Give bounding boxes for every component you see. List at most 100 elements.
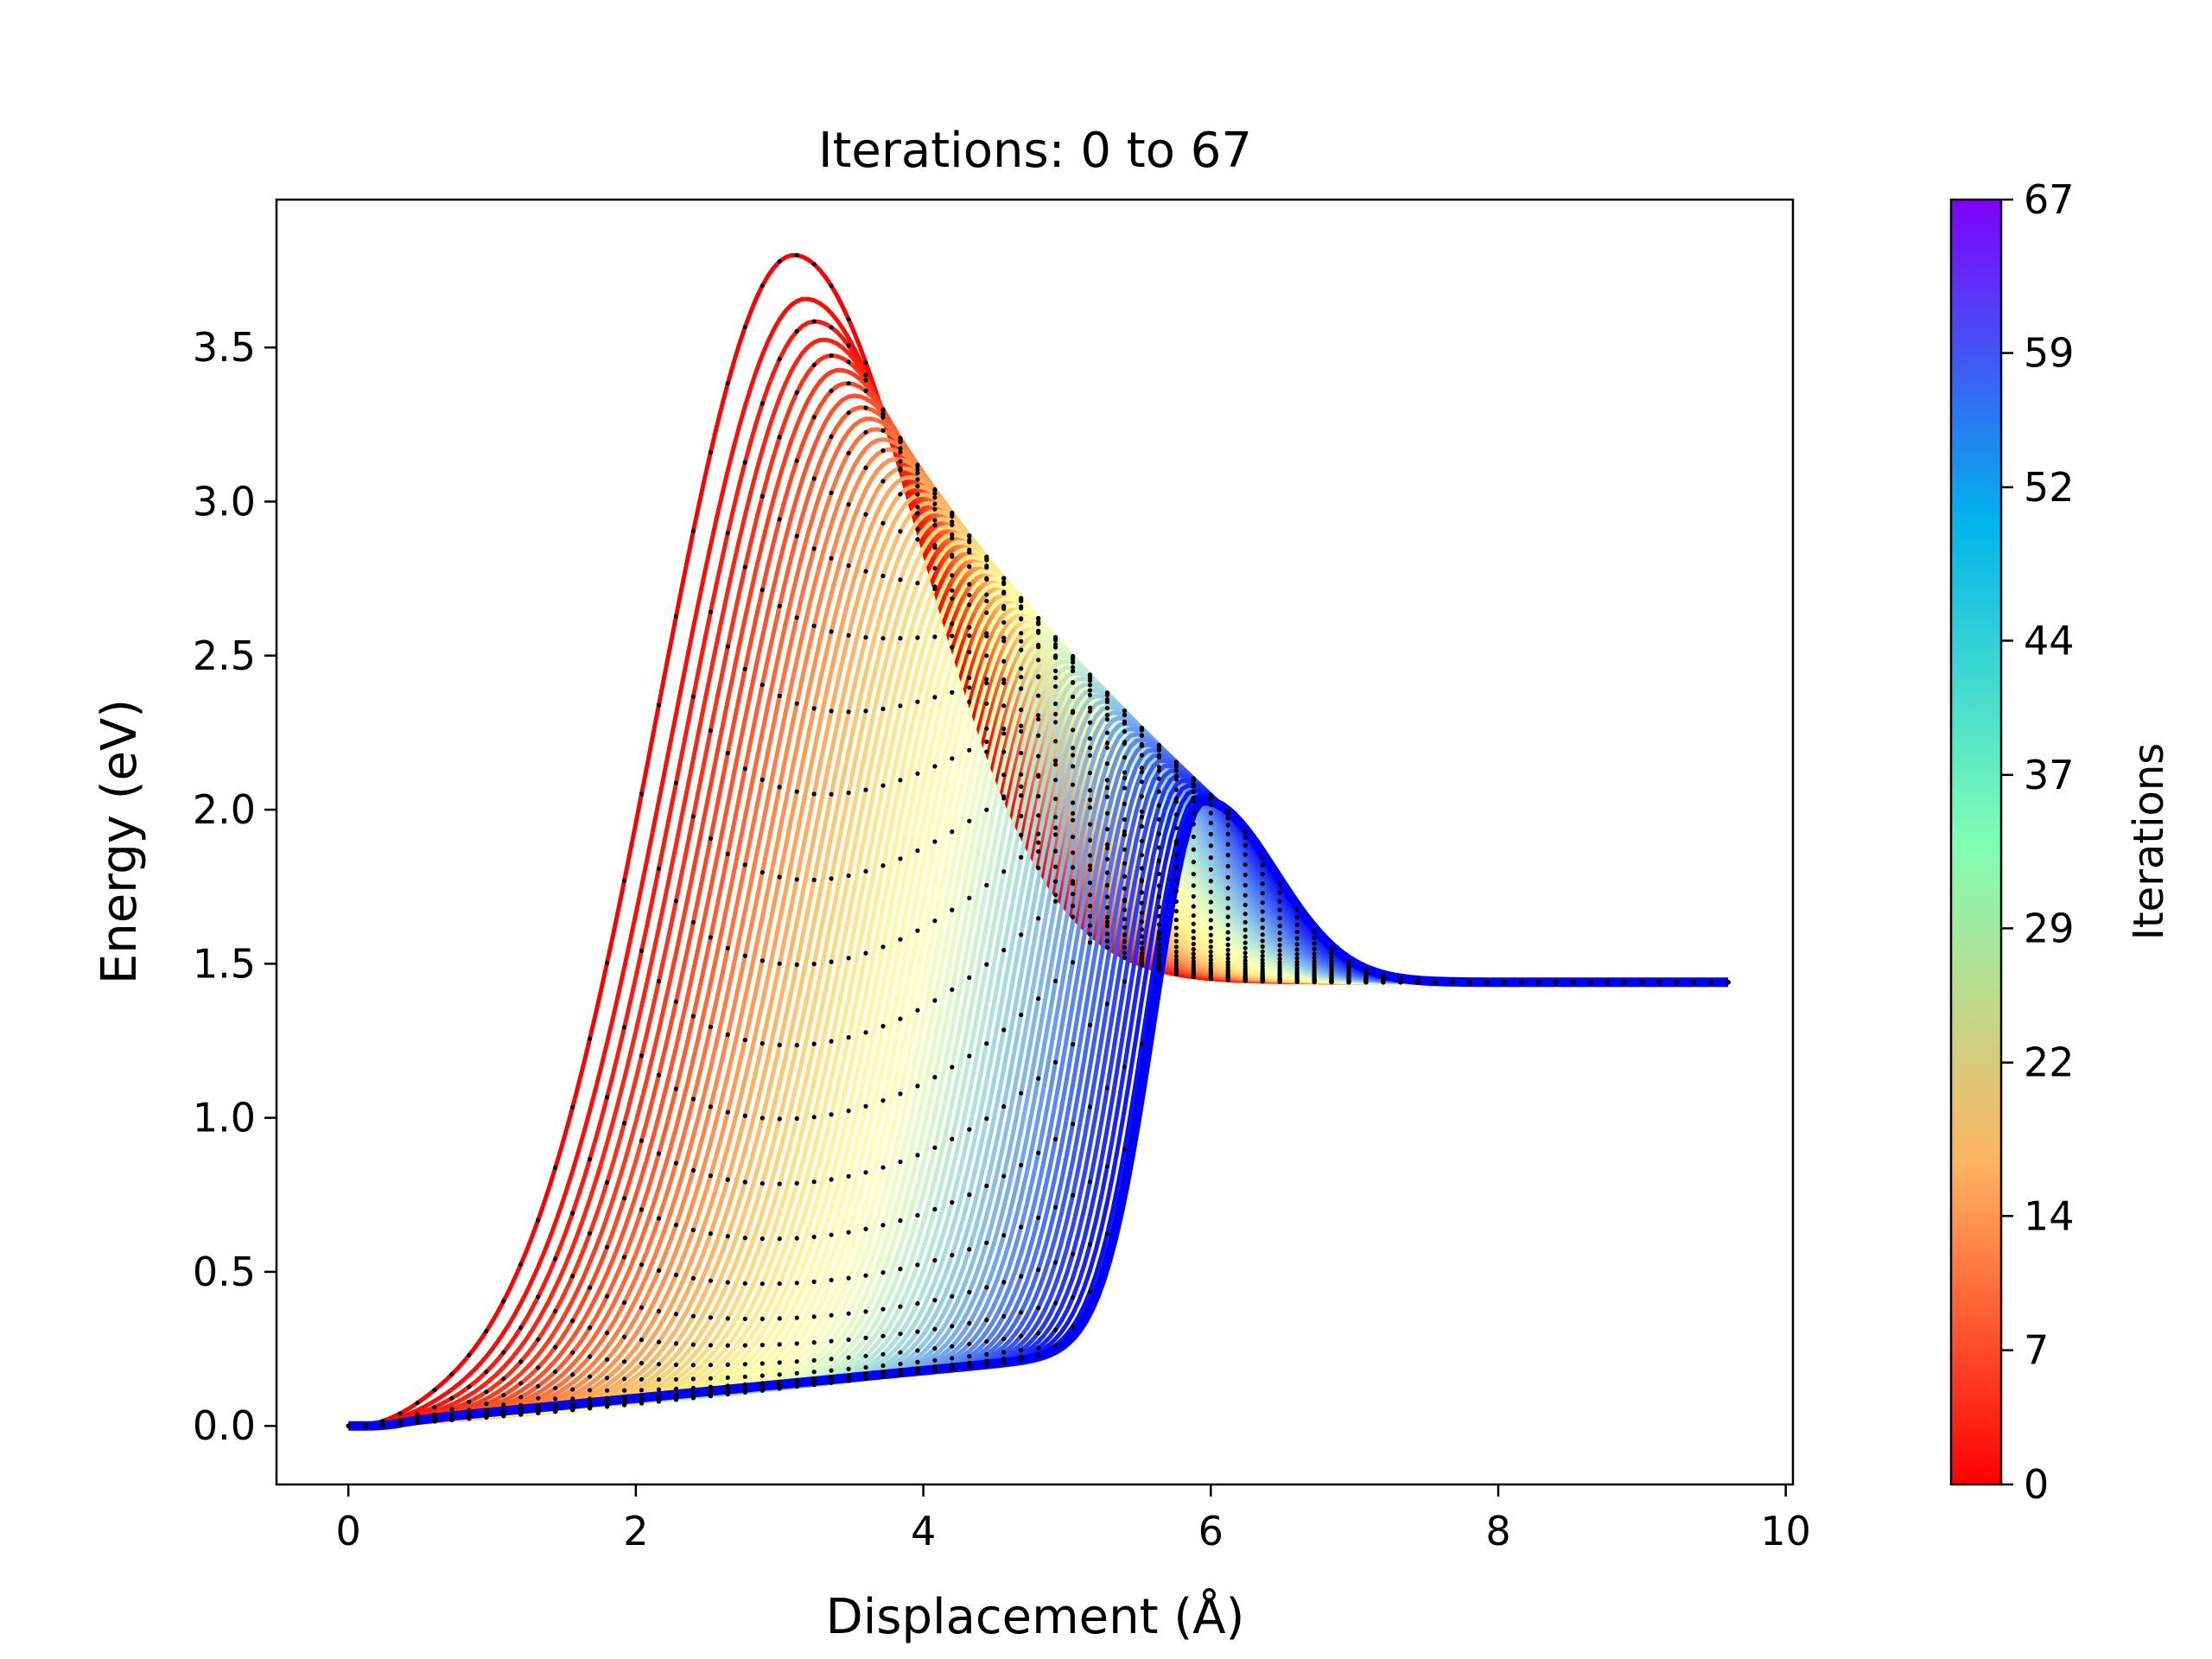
image-marker bbox=[1346, 962, 1351, 967]
image-marker bbox=[984, 1338, 989, 1344]
image-marker bbox=[501, 1299, 506, 1304]
image-marker bbox=[518, 1325, 524, 1331]
image-marker bbox=[1243, 934, 1248, 939]
image-marker bbox=[760, 588, 765, 593]
image-marker bbox=[1294, 915, 1300, 920]
image-marker bbox=[639, 1337, 645, 1343]
image-marker bbox=[984, 1116, 989, 1122]
image-marker bbox=[708, 728, 714, 734]
image-marker bbox=[742, 460, 747, 465]
image-marker bbox=[829, 1039, 834, 1044]
image-marker bbox=[605, 1244, 610, 1249]
image-marker bbox=[1622, 980, 1627, 985]
image-marker bbox=[742, 1281, 747, 1286]
image-marker bbox=[1071, 1122, 1076, 1127]
image-marker bbox=[915, 1359, 920, 1364]
image-marker bbox=[1071, 960, 1076, 965]
image-marker bbox=[984, 592, 989, 597]
image-marker bbox=[1087, 805, 1093, 810]
image-marker bbox=[742, 1179, 747, 1185]
image-marker bbox=[794, 328, 799, 334]
image-marker bbox=[1208, 879, 1213, 884]
image-marker bbox=[1208, 889, 1213, 894]
image-marker bbox=[1294, 951, 1300, 957]
image-marker bbox=[1225, 956, 1230, 961]
image-marker bbox=[1191, 798, 1196, 804]
image-marker bbox=[760, 401, 765, 406]
image-marker bbox=[588, 1374, 593, 1379]
image-marker bbox=[1053, 1136, 1058, 1141]
image-marker bbox=[742, 324, 747, 330]
image-marker bbox=[1104, 846, 1110, 851]
image-marker bbox=[1208, 925, 1213, 931]
image-marker bbox=[1243, 961, 1248, 967]
image-marker bbox=[1104, 778, 1110, 783]
image-marker bbox=[449, 1414, 454, 1419]
image-marker bbox=[605, 1294, 610, 1299]
image-marker bbox=[1139, 900, 1144, 906]
image-marker bbox=[984, 681, 989, 686]
image-marker bbox=[932, 839, 938, 844]
iteration-curve bbox=[348, 456, 1729, 1428]
image-marker bbox=[950, 1365, 955, 1370]
image-marker bbox=[467, 1412, 472, 1417]
image-marker bbox=[932, 501, 938, 506]
image-marker bbox=[1104, 692, 1110, 698]
image-marker bbox=[1001, 1350, 1007, 1355]
image-marker bbox=[984, 739, 989, 745]
image-marker bbox=[725, 1177, 730, 1182]
image-marker bbox=[1071, 657, 1076, 662]
image-marker bbox=[622, 1255, 627, 1260]
image-marker bbox=[639, 1395, 645, 1401]
image-marker bbox=[967, 564, 972, 569]
image-marker bbox=[1139, 769, 1144, 775]
image-marker bbox=[518, 1407, 524, 1412]
image-marker bbox=[1243, 872, 1248, 878]
image-marker bbox=[950, 1294, 955, 1299]
image-marker bbox=[1346, 959, 1351, 964]
image-marker bbox=[1122, 740, 1128, 745]
image-marker bbox=[811, 791, 817, 797]
image-marker bbox=[898, 439, 903, 445]
image-marker bbox=[1691, 980, 1696, 985]
image-marker bbox=[880, 1270, 886, 1275]
image-marker bbox=[1001, 680, 1007, 686]
image-marker bbox=[1156, 905, 1161, 910]
image-marker bbox=[1519, 980, 1524, 985]
image-marker bbox=[1019, 1310, 1024, 1315]
image-marker bbox=[742, 953, 747, 958]
image-marker bbox=[777, 961, 782, 966]
image-marker bbox=[863, 405, 868, 410]
image-marker bbox=[1173, 949, 1179, 955]
image-marker bbox=[794, 1380, 799, 1386]
image-marker bbox=[880, 1223, 886, 1228]
image-marker bbox=[622, 1300, 627, 1306]
image-marker bbox=[656, 1387, 662, 1392]
image-marker bbox=[1071, 669, 1076, 674]
image-marker bbox=[1173, 899, 1179, 904]
image-marker bbox=[846, 709, 851, 715]
image-marker bbox=[932, 1298, 938, 1303]
image-marker bbox=[1053, 778, 1058, 783]
image-marker bbox=[1208, 953, 1213, 959]
image-marker bbox=[1036, 1331, 1041, 1336]
image-marker bbox=[1225, 906, 1230, 911]
image-marker bbox=[1019, 647, 1024, 652]
image-marker bbox=[846, 1230, 851, 1235]
image-marker bbox=[1260, 900, 1265, 906]
image-marker bbox=[1139, 910, 1144, 915]
image-marker bbox=[1191, 904, 1196, 909]
image-marker bbox=[1277, 957, 1282, 962]
image-marker bbox=[622, 1196, 627, 1201]
image-marker bbox=[829, 1377, 834, 1382]
image-marker bbox=[1260, 862, 1265, 868]
image-marker bbox=[846, 410, 851, 416]
image-marker bbox=[967, 975, 972, 980]
image-marker bbox=[915, 1084, 920, 1089]
image-marker bbox=[690, 1385, 696, 1390]
image-marker bbox=[1053, 653, 1058, 658]
image-marker bbox=[570, 1402, 575, 1407]
image-marker bbox=[1225, 914, 1230, 919]
y-tick-label: 0.5 bbox=[193, 1249, 256, 1295]
image-marker bbox=[950, 1065, 955, 1070]
